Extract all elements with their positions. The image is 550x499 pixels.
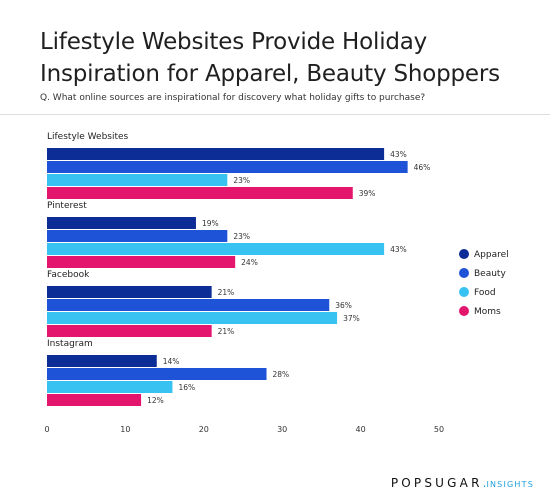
legend-swatch-apparel xyxy=(459,249,469,259)
data-label-pinterest-food: 43% xyxy=(390,245,407,254)
category-label-pinterest: Pinterest xyxy=(47,201,87,211)
data-label-facebook-food: 37% xyxy=(343,314,360,323)
legend-label-beauty: Beauty xyxy=(474,269,506,279)
chart-subtitle: Q. What online sources are inspirational… xyxy=(40,93,426,103)
x-tick-label: 20 xyxy=(199,425,209,434)
chart-title-line-2: Inspiration for Apparel, Beauty Shoppers xyxy=(40,61,500,87)
brand-main: POPSUGAR xyxy=(390,476,483,490)
header-divider xyxy=(0,114,550,115)
x-tick-label: 0 xyxy=(44,425,49,434)
bar-lifestyle-websites-moms xyxy=(47,187,353,199)
data-label-facebook-beauty: 36% xyxy=(335,301,352,310)
legend-label-apparel: Apparel xyxy=(474,250,509,260)
bar-instagram-moms xyxy=(47,394,142,406)
legend-label-moms: Moms xyxy=(474,307,501,317)
category-label-instagram: Instagram xyxy=(47,339,93,349)
legend-swatch-beauty xyxy=(459,268,469,278)
bar-pinterest-beauty xyxy=(47,230,228,242)
data-label-lifestyle-websites-moms: 39% xyxy=(359,189,376,198)
legend-swatch-food xyxy=(459,287,469,297)
data-label-lifestyle-websites-beauty: 46% xyxy=(414,163,431,172)
bar-facebook-apparel xyxy=(47,286,212,298)
data-label-facebook-moms: 21% xyxy=(218,327,235,336)
bar-lifestyle-websites-food xyxy=(47,174,228,186)
legend-swatch-moms xyxy=(459,306,469,316)
bar-pinterest-apparel xyxy=(47,217,196,229)
data-label-instagram-beauty: 28% xyxy=(273,370,290,379)
bar-facebook-moms xyxy=(47,325,212,337)
bar-instagram-food xyxy=(47,381,173,393)
data-label-lifestyle-websites-apparel: 43% xyxy=(390,150,407,159)
data-label-instagram-moms: 12% xyxy=(147,396,164,405)
data-label-lifestyle-websites-food: 23% xyxy=(233,176,250,185)
bar-pinterest-food xyxy=(47,243,385,255)
data-label-instagram-apparel: 14% xyxy=(163,357,180,366)
x-tick-label: 10 xyxy=(120,425,130,434)
chart-title: Lifestyle Websites Provide Holiday Inspi… xyxy=(40,26,540,90)
chart-title-line-1: Lifestyle Websites Provide Holiday xyxy=(40,29,428,55)
data-label-pinterest-apparel: 19% xyxy=(202,219,219,228)
popsugar-insights-logo: POPSUGAR.INSIGHTS xyxy=(391,476,534,490)
brand-suffix: INSIGHTS xyxy=(486,480,534,489)
bar-lifestyle-websites-apparel xyxy=(47,148,385,160)
bar-facebook-food xyxy=(47,312,338,324)
data-label-instagram-food: 16% xyxy=(178,383,195,392)
x-tick-label: 50 xyxy=(434,425,444,434)
bar-facebook-beauty xyxy=(47,299,330,311)
x-tick-label: 30 xyxy=(277,425,287,434)
category-label-lifestyle-websites: Lifestyle Websites xyxy=(47,132,129,142)
data-label-facebook-apparel: 21% xyxy=(218,288,235,297)
bar-instagram-beauty xyxy=(47,368,267,380)
brand-dot: . xyxy=(482,476,487,490)
bar-lifestyle-websites-beauty xyxy=(47,161,408,173)
data-label-pinterest-moms: 24% xyxy=(241,258,258,267)
x-tick-label: 40 xyxy=(356,425,366,434)
category-label-facebook: Facebook xyxy=(47,270,90,280)
legend-label-food: Food xyxy=(474,288,496,298)
data-label-pinterest-beauty: 23% xyxy=(233,232,250,241)
bar-instagram-apparel xyxy=(47,355,157,367)
bar-pinterest-moms xyxy=(47,256,236,268)
